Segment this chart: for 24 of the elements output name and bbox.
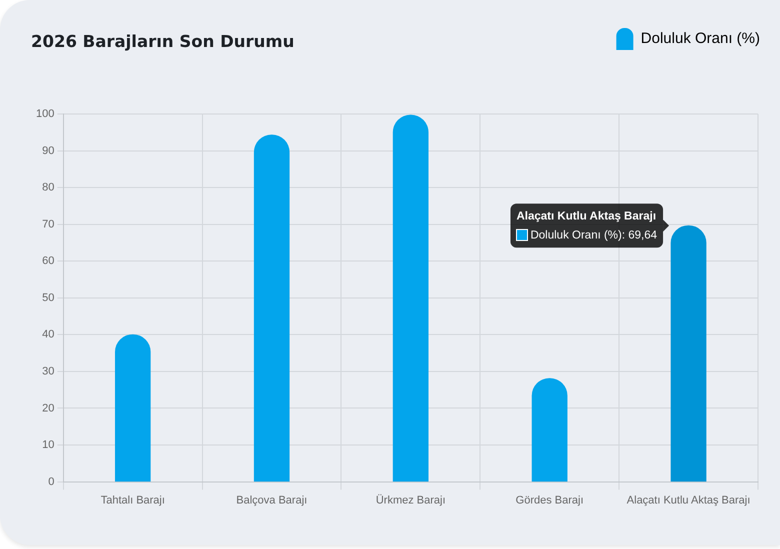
y-tick-label: 50 bbox=[42, 292, 54, 304]
y-tick-label: 100 bbox=[36, 108, 54, 120]
legend-label: Doluluk Oranı (%) bbox=[640, 30, 760, 48]
annotation: Alaçatı Kutlu Aktaş Barajı Doluluk Oranı (%): 69,64 bbox=[516, 210, 658, 242]
y-tick-label: 20 bbox=[42, 402, 54, 414]
y-tick-label: 30 bbox=[42, 365, 54, 378]
chart-title: 2026 Barajların Son Durumu bbox=[31, 31, 294, 53]
bar bbox=[670, 225, 706, 482]
bar bbox=[392, 114, 429, 482]
bar bbox=[114, 334, 151, 482]
bar bbox=[254, 134, 290, 482]
x-tick-label: Ürkmez Barajı bbox=[376, 493, 446, 506]
y-tick-label: 10 bbox=[42, 439, 54, 452]
y-tick-label: 80 bbox=[42, 182, 54, 194]
bar bbox=[532, 378, 568, 482]
y-tick-label: 40 bbox=[42, 328, 54, 341]
y-tick-label: 70 bbox=[42, 218, 54, 230]
x-tick-label: Gördes Barajı bbox=[516, 494, 584, 506]
y-tick-label: 60 bbox=[42, 255, 54, 268]
x-tick-label: Tahtalı Barajı bbox=[100, 494, 165, 506]
y-tick-label: 90 bbox=[42, 144, 54, 157]
y-tick-label: 0 bbox=[48, 476, 54, 488]
x-tick-label: Balçova Barajı bbox=[236, 494, 308, 506]
x-tick-label: Alaçatı Kutlu Aktaş Barajı bbox=[626, 494, 750, 506]
